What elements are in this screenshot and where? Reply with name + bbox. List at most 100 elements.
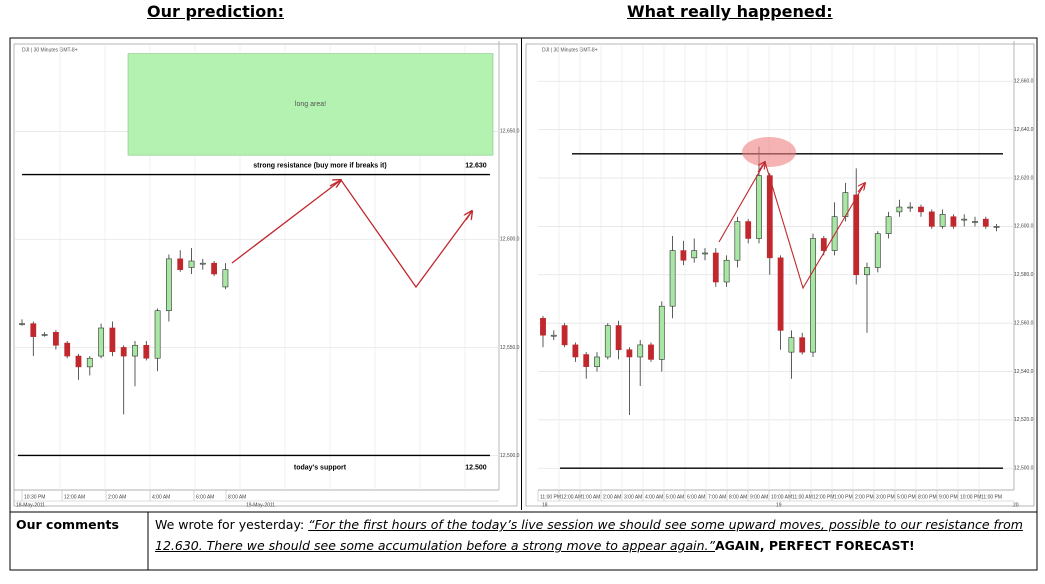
right-panel [525, 43, 1035, 507]
y-tick-label: 12,600.0 [1014, 224, 1034, 230]
candle-body [691, 250, 698, 259]
date-label: 19 [776, 502, 782, 508]
level-value: 12.630 [465, 162, 487, 169]
candle-body [98, 327, 104, 357]
frame [9, 37, 1038, 571]
candle-body [211, 262, 217, 275]
candle-body [52, 332, 59, 346]
x-tick-label: 10:00 PM [960, 494, 981, 500]
date-label: 18-May-2011 [16, 502, 45, 508]
candle-body [154, 310, 161, 359]
candle-body [993, 226, 1000, 228]
comments-heading: Our comments [16, 517, 119, 532]
candle-body [961, 218, 968, 221]
candle-body [928, 211, 935, 227]
x-tick-label: 3:00 PM [876, 494, 895, 500]
x-tick-label: 12:00 PM [813, 494, 834, 500]
candle-body [766, 175, 773, 259]
candle-body [756, 175, 762, 239]
y-tick-label: 12,560.0 [1014, 320, 1034, 326]
x-tick-label: 6:00 AM [687, 494, 705, 500]
y-tick-label: 12,540.0 [1014, 369, 1034, 375]
highlight [742, 137, 796, 167]
candle-body [615, 325, 622, 351]
candle-body [896, 206, 903, 213]
candle-body [41, 334, 48, 336]
x-tick-label: 9:00 AM [750, 494, 768, 500]
candle-body [918, 206, 924, 213]
x-tick-label: 2:00 PM [855, 494, 874, 500]
level-value: 12.500 [465, 464, 487, 471]
x-tick-label: 5:00 PM [897, 494, 916, 500]
y-tick-label: 12,500.0 [1014, 466, 1034, 472]
candle-body [222, 269, 229, 288]
x-tick-label: 2:00 AM [603, 494, 621, 500]
y-tick-label: 12,620.0 [1014, 175, 1034, 181]
candle-body [132, 344, 138, 357]
candle-body [810, 238, 816, 353]
x-tick-label: 4:00 AM [152, 494, 170, 500]
candle-body [177, 258, 184, 270]
candle-body [982, 218, 989, 227]
candle-body [188, 260, 195, 268]
candle-body [680, 250, 687, 261]
candle-body [75, 355, 82, 368]
candle-body [669, 250, 676, 307]
candle-body [594, 356, 600, 367]
x-tick-label: 1:00 PM [834, 494, 853, 500]
right-title: What really happened: [627, 2, 833, 21]
candle-body [572, 344, 579, 358]
candle-body [777, 257, 784, 331]
y-tick-label: 12,500.0 [500, 453, 520, 459]
x-tick-label: 11:00 PM [540, 494, 561, 500]
x-tick-label: 8:00 AM [729, 494, 747, 500]
verdict: AGAIN, PERFECT FORECAST! [715, 538, 915, 553]
x-tick-label: 5:00 AM [666, 494, 684, 500]
candle-body [939, 213, 946, 227]
y-tick-label: 12,520.0 [1014, 417, 1034, 423]
candle-body [540, 317, 546, 336]
candle-body [702, 252, 708, 255]
x-tick-label: 9:00 PM [939, 494, 958, 500]
candle-body [658, 305, 665, 360]
x-tick-label: 3:00 AM [624, 494, 642, 500]
candle-body [907, 206, 914, 209]
date-label: 19-May-2011 [246, 502, 275, 508]
source: DJI | 30 Minutes GMT-8+ [22, 47, 78, 53]
candle-body [734, 221, 741, 261]
x-tick-label: 12:00 AM [64, 494, 85, 500]
candle-body [64, 342, 71, 357]
intro: We wrote for yesterday: [155, 517, 309, 532]
level-label: strong resistance (buy more if breaks it… [253, 162, 386, 169]
candle-body [723, 259, 730, 283]
x-tick-label: 4:00 AM [645, 494, 663, 500]
candle-body [874, 233, 881, 268]
x-tick-label: 10:30 PM [24, 494, 45, 500]
candle-body [109, 327, 116, 353]
y-tick-label: 12,640.0 [1014, 127, 1034, 133]
x-tick-label: 11:00 PM [981, 494, 1002, 500]
actual-arrow [718, 160, 866, 290]
level-label: today's support [294, 464, 347, 471]
candle-body [788, 337, 795, 353]
y-tick-label: 12,650.0 [500, 129, 520, 135]
zone-label: long area! [295, 101, 326, 108]
y-tick-label: 12,550.0 [500, 345, 520, 351]
left-title: Our prediction: [147, 2, 284, 21]
y-tick-label: 12,660.0 [1014, 79, 1034, 85]
candle-body [561, 325, 568, 346]
candle-body [820, 238, 827, 251]
candle-body [143, 344, 150, 359]
prediction-arrow [231, 179, 473, 289]
x-tick-label: 1:00 AM [582, 494, 600, 500]
left-panel [13, 43, 518, 507]
candle-body [166, 258, 172, 312]
source: DJI | 30 Minutes GMT-8+ [542, 47, 598, 53]
candle-body [30, 323, 37, 337]
y-tick-label: 12,600.0 [500, 237, 520, 243]
candle-body [19, 323, 25, 325]
x-tick-label: 8:00 AM [228, 494, 246, 500]
candle-body [583, 354, 590, 367]
